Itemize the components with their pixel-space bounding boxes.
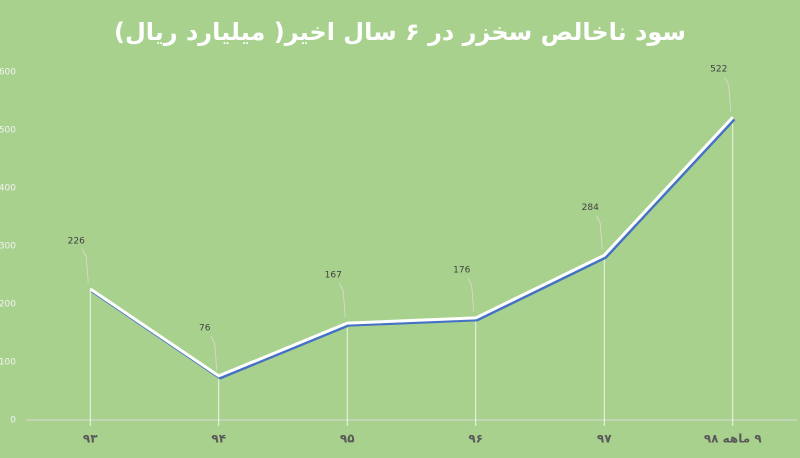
value-label: 176 bbox=[453, 265, 470, 275]
value-label: 284 bbox=[582, 203, 599, 213]
x-tick-label: ۹ ماهه ۹۸ bbox=[704, 432, 763, 446]
leader-line bbox=[595, 215, 603, 250]
y-tick-label: 400 bbox=[0, 184, 16, 194]
leader-line bbox=[338, 282, 346, 318]
value-label: 167 bbox=[325, 271, 342, 281]
x-tick-label: ۹۶ bbox=[468, 432, 483, 446]
leader-line bbox=[724, 77, 732, 112]
chart-title: سود ناخالص سخزر در ۶ سال اخیر( میلیارد ر… bbox=[114, 18, 686, 46]
y-tick-label: 0 bbox=[10, 416, 16, 426]
y-tick-label: 100 bbox=[0, 358, 16, 368]
value-label: 522 bbox=[710, 65, 727, 75]
y-tick-label: 500 bbox=[0, 126, 16, 136]
x-tick-label: ۹۳ bbox=[83, 432, 98, 446]
value-label: 226 bbox=[68, 236, 85, 246]
line bbox=[89, 116, 734, 378]
leader-line bbox=[467, 277, 475, 312]
y-tick-label: 600 bbox=[0, 68, 16, 78]
x-tick-label: ۹۷ bbox=[597, 432, 612, 446]
leader-line bbox=[81, 248, 89, 283]
y-tick-label: 300 bbox=[0, 242, 16, 252]
y-tick-label: 200 bbox=[0, 300, 16, 310]
value-label: 76 bbox=[199, 323, 211, 333]
x-tick-label: ۹۵ bbox=[340, 432, 355, 446]
x-tick-label: ۹۴ bbox=[211, 432, 226, 446]
leader-line bbox=[210, 335, 218, 370]
